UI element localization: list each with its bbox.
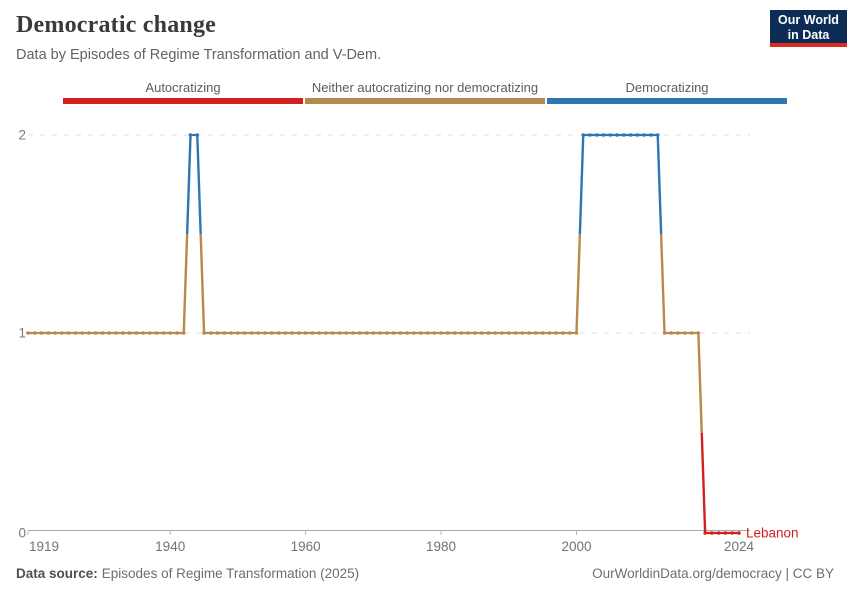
data-source-label: Data source: [16, 566, 98, 581]
x-axis-tick-label: 1940 [155, 539, 185, 554]
legend-label: Autocratizing [145, 80, 221, 95]
chart-footer: Data source: Episodes of Regime Transform… [16, 566, 834, 581]
y-axis-tick-label: 2 [18, 128, 26, 143]
legend-color-bar [63, 98, 303, 104]
owid-logo-line1: Our World [778, 13, 839, 27]
x-axis-tick-label: 2000 [561, 539, 591, 554]
legend-label: Democratizing [625, 80, 709, 95]
legend-item-democratizing[interactable]: Democratizing [547, 80, 787, 104]
legend-color-bar [305, 98, 545, 104]
legend-item-neither[interactable]: Neither autocratizing nor democratizing [305, 80, 545, 104]
legend-label: Neither autocratizing nor democratizing [311, 80, 539, 95]
y-axis-tick-label: 1 [18, 326, 26, 341]
x-axis-tick-label: 2024 [724, 539, 755, 554]
x-axis-tick-label: 1980 [426, 539, 456, 554]
page-title: Democratic change [16, 12, 216, 38]
series-entity-label: Lebanon [746, 526, 799, 541]
legend-color-bar [547, 98, 787, 104]
license-link[interactable]: OurWorldinData.org/democracy | CC BY [592, 566, 834, 581]
category-legend: Autocratizing Neither autocratizing nor … [63, 80, 787, 104]
x-axis-tick-label: 1919 [29, 539, 59, 554]
owid-logo[interactable]: Our World in Data [770, 10, 847, 47]
x-axis-tick-label: 1960 [291, 539, 321, 554]
owid-logo-line2: in Data [787, 28, 830, 43]
y-axis-tick-label: 0 [18, 526, 26, 541]
chart-subtitle: Data by Episodes of Regime Transformatio… [16, 47, 382, 63]
data-source: Data source: Episodes of Regime Transform… [16, 566, 359, 581]
data-source-value: Episodes of Regime Transformation (2025) [101, 566, 360, 581]
legend-item-autocratizing[interactable]: Autocratizing [63, 80, 303, 104]
